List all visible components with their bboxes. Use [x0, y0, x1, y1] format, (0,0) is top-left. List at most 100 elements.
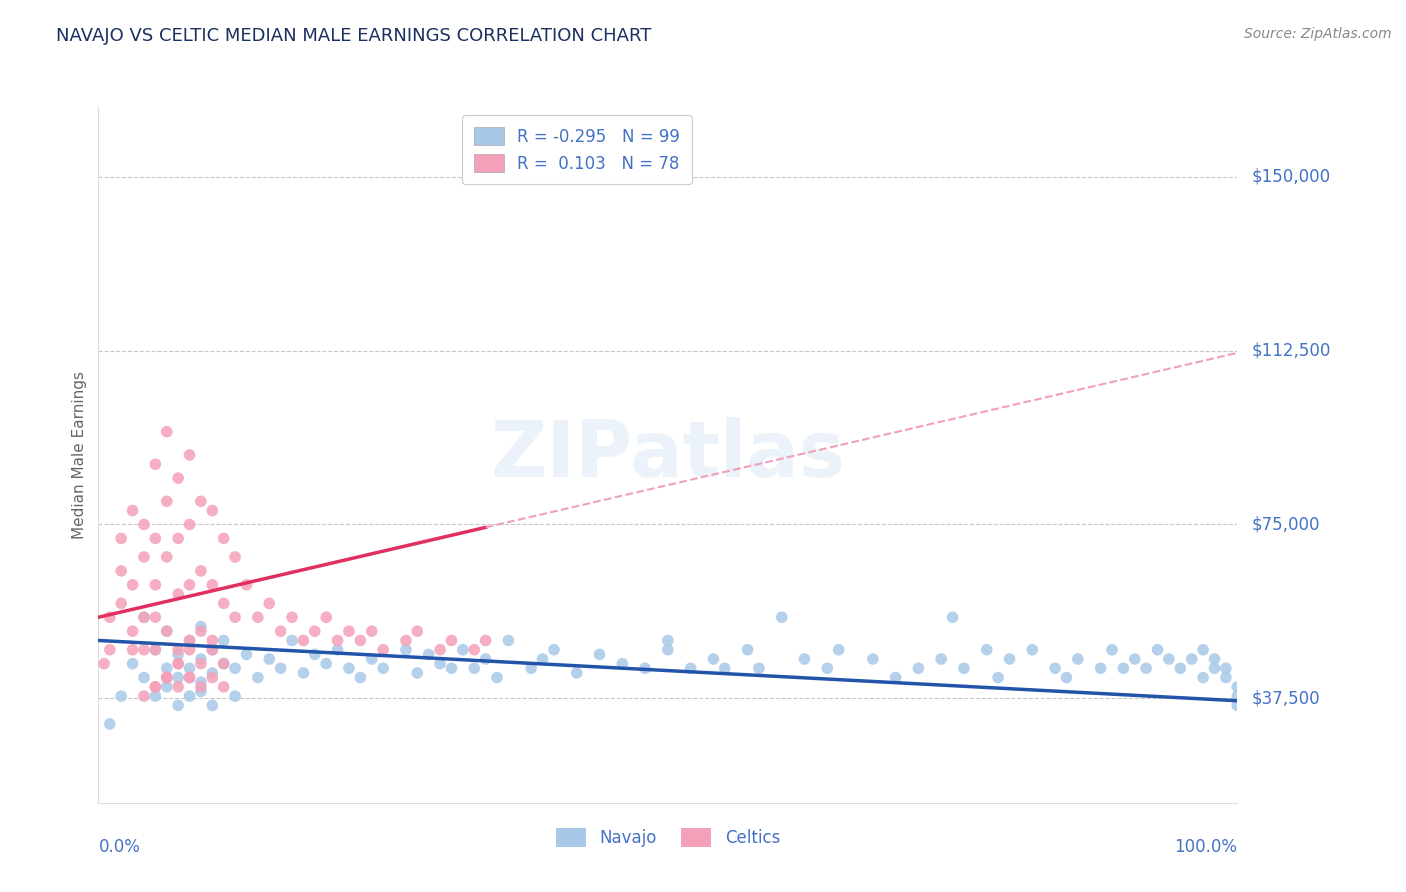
Point [121, 503, 143, 517]
Point [565, 665, 588, 680]
Point [201, 698, 224, 713]
Point [190, 619, 212, 633]
Point [1204, 661, 1226, 675]
Point [304, 648, 326, 662]
Point [1157, 652, 1180, 666]
Point [235, 578, 257, 592]
Point [179, 578, 201, 592]
Point [167, 471, 190, 485]
Point [156, 671, 179, 685]
Point [281, 610, 304, 624]
Text: Source: ZipAtlas.com: Source: ZipAtlas.com [1244, 27, 1392, 41]
Point [748, 661, 770, 675]
Point [156, 425, 179, 439]
Point [998, 652, 1021, 666]
Point [1215, 671, 1237, 685]
Point [657, 642, 679, 657]
Point [212, 657, 235, 671]
Point [1170, 661, 1192, 675]
Point [634, 661, 657, 675]
Point [315, 657, 337, 671]
Point [201, 671, 224, 685]
Point [371, 661, 394, 675]
Point [179, 633, 201, 648]
Point [259, 652, 281, 666]
Point [543, 642, 565, 657]
Point [167, 648, 190, 662]
Point [326, 633, 349, 648]
Point [156, 661, 179, 675]
Point [429, 642, 451, 657]
Point [326, 642, 349, 657]
Point [179, 661, 201, 675]
Point [110, 689, 132, 703]
Point [987, 671, 1010, 685]
Point [224, 689, 246, 703]
Point [1112, 661, 1135, 675]
Point [201, 503, 224, 517]
Point [98, 717, 121, 731]
Point [201, 633, 224, 648]
Point [98, 642, 121, 657]
Point [246, 671, 269, 685]
Point [156, 549, 179, 564]
Point [167, 657, 190, 671]
Point [145, 642, 167, 657]
Point [145, 689, 167, 703]
Point [156, 494, 179, 508]
Point [371, 642, 394, 657]
Point [463, 661, 485, 675]
Point [440, 661, 463, 675]
Point [156, 624, 179, 639]
Point [406, 624, 429, 639]
Point [337, 624, 360, 639]
Point [167, 680, 190, 694]
Point [246, 610, 269, 624]
Point [976, 642, 998, 657]
Point [167, 671, 190, 685]
Point [349, 633, 371, 648]
Point [190, 494, 212, 508]
Text: $112,500: $112,500 [1251, 342, 1330, 359]
Point [702, 652, 724, 666]
Point [190, 680, 212, 694]
Point [1101, 642, 1123, 657]
Point [1021, 642, 1043, 657]
Point [212, 680, 235, 694]
Point [612, 657, 634, 671]
Text: $75,000: $75,000 [1251, 516, 1320, 533]
Point [292, 633, 315, 648]
Point [190, 675, 212, 690]
Point [360, 624, 382, 639]
Point [132, 671, 155, 685]
Point [224, 549, 246, 564]
Point [953, 661, 976, 675]
Point [145, 578, 167, 592]
Point [156, 671, 179, 685]
Point [474, 652, 496, 666]
Point [167, 642, 190, 657]
Point [395, 633, 418, 648]
Point [167, 657, 190, 671]
Point [395, 642, 418, 657]
Point [201, 642, 224, 657]
Point [884, 671, 907, 685]
Point [531, 652, 554, 666]
Point [179, 689, 201, 703]
Point [714, 661, 737, 675]
Text: 100.0%: 100.0% [1174, 838, 1237, 855]
Point [110, 596, 132, 610]
Point [132, 642, 155, 657]
Point [145, 457, 167, 471]
Point [179, 671, 201, 685]
Point [121, 657, 143, 671]
Point [179, 633, 201, 648]
Point [201, 642, 224, 657]
Point [1043, 661, 1066, 675]
Point [942, 610, 965, 624]
Point [212, 633, 235, 648]
Point [224, 610, 246, 624]
Point [224, 661, 246, 675]
Point [212, 657, 235, 671]
Point [1090, 661, 1112, 675]
